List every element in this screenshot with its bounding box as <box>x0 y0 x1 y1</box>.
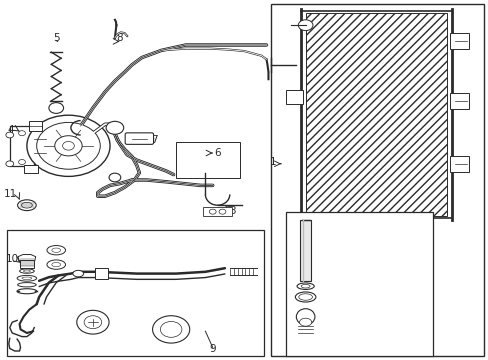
Ellipse shape <box>47 260 65 269</box>
Circle shape <box>49 103 63 113</box>
Ellipse shape <box>52 248 61 252</box>
Ellipse shape <box>17 275 37 281</box>
Text: 7: 7 <box>150 135 157 145</box>
Ellipse shape <box>23 270 30 272</box>
Bar <box>449 33 468 49</box>
Circle shape <box>160 321 182 337</box>
Ellipse shape <box>18 200 36 211</box>
Ellipse shape <box>17 289 37 294</box>
Bar <box>7 230 264 356</box>
Ellipse shape <box>73 270 83 277</box>
Bar <box>299 220 311 281</box>
Circle shape <box>19 159 25 165</box>
Ellipse shape <box>296 309 314 325</box>
Ellipse shape <box>295 292 315 302</box>
Text: 9: 9 <box>209 344 216 354</box>
Circle shape <box>19 131 25 136</box>
Text: 4: 4 <box>7 125 14 135</box>
Bar <box>20 260 34 268</box>
Bar <box>449 93 468 109</box>
Ellipse shape <box>301 284 309 288</box>
Ellipse shape <box>22 277 32 280</box>
Circle shape <box>77 310 109 334</box>
Bar <box>449 156 468 172</box>
Ellipse shape <box>18 283 36 287</box>
FancyBboxPatch shape <box>125 133 153 144</box>
Circle shape <box>209 209 216 214</box>
Bar <box>24 165 38 173</box>
Circle shape <box>62 141 74 150</box>
Text: 10: 10 <box>6 254 19 264</box>
Circle shape <box>109 173 121 182</box>
Circle shape <box>6 161 14 167</box>
Bar <box>305 13 447 216</box>
Circle shape <box>27 115 110 176</box>
Circle shape <box>219 209 225 214</box>
Ellipse shape <box>47 246 65 255</box>
Ellipse shape <box>52 262 61 267</box>
Text: 11: 11 <box>4 189 18 199</box>
Bar <box>29 121 41 131</box>
Bar <box>203 207 232 216</box>
Text: 6: 6 <box>214 148 221 158</box>
Bar <box>285 212 432 356</box>
Text: 1: 1 <box>269 157 276 167</box>
Text: 8: 8 <box>116 33 123 43</box>
Circle shape <box>6 132 14 138</box>
Text: 2: 2 <box>341 238 347 248</box>
Circle shape <box>37 122 100 169</box>
Bar <box>271 4 483 356</box>
Circle shape <box>55 136 82 156</box>
Text: 3: 3 <box>228 206 235 216</box>
Bar <box>176 142 239 178</box>
Bar <box>95 268 107 279</box>
Text: 5: 5 <box>53 33 60 43</box>
Ellipse shape <box>296 283 313 289</box>
Circle shape <box>84 316 102 329</box>
Ellipse shape <box>20 269 34 273</box>
Circle shape <box>106 121 123 134</box>
Ellipse shape <box>299 318 311 326</box>
Bar <box>285 90 303 104</box>
Circle shape <box>152 316 189 343</box>
Ellipse shape <box>298 294 312 300</box>
Circle shape <box>298 20 312 31</box>
Bar <box>10 126 34 166</box>
Ellipse shape <box>21 202 32 208</box>
